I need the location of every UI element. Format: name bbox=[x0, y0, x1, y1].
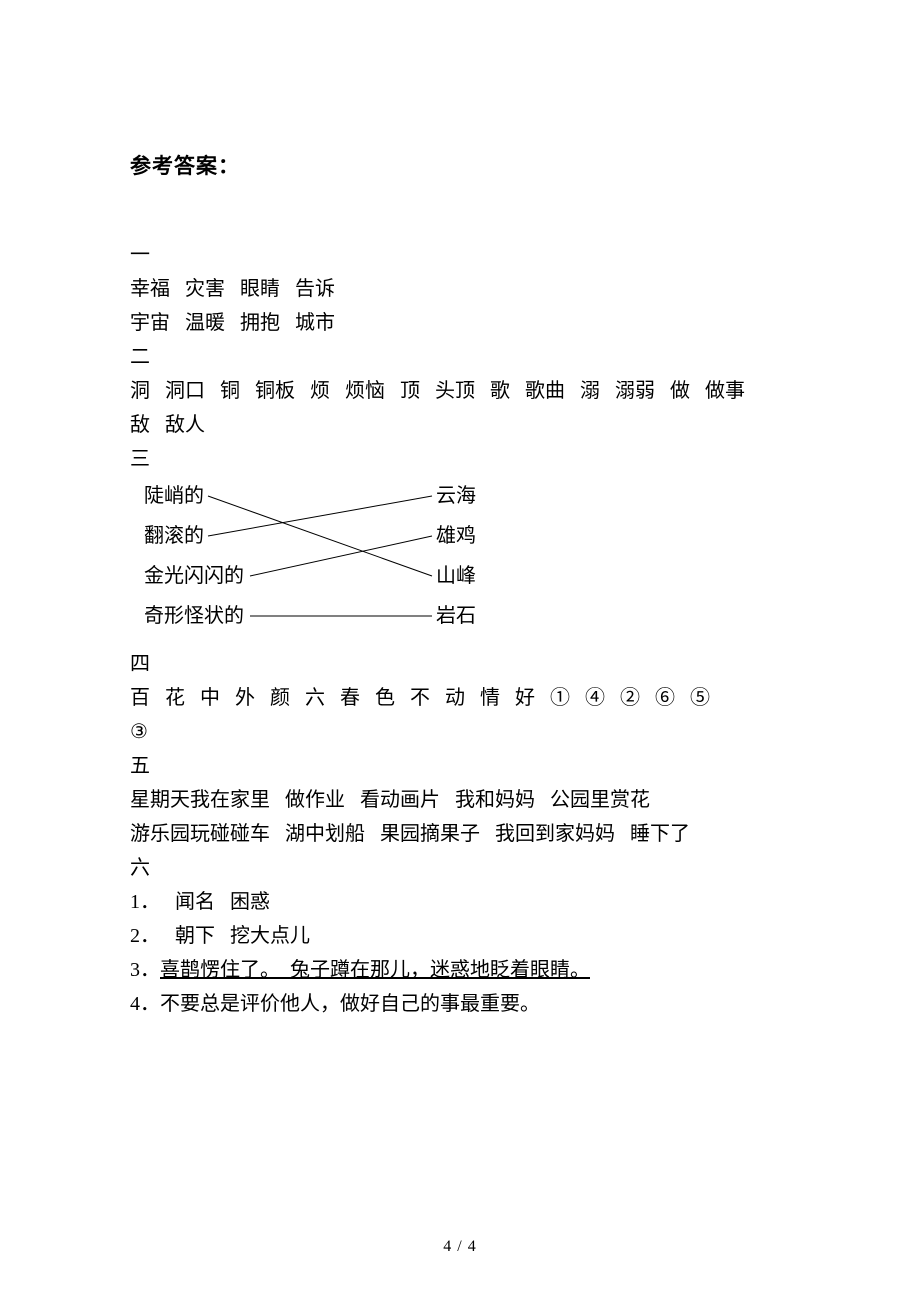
section-4-heading: 四 bbox=[130, 647, 800, 681]
section-6-item-4: 4．不要总是评价他人，做好自己的事最重要。 bbox=[130, 987, 800, 1021]
match-right-label: 山峰 bbox=[436, 564, 476, 587]
item-3-prefix: 3． bbox=[130, 959, 160, 981]
match-left-label: 金光闪闪的 bbox=[144, 564, 244, 587]
section-4-line-2: ③ bbox=[130, 715, 800, 749]
match-edge bbox=[208, 496, 432, 576]
section-5-heading: 五 bbox=[130, 749, 800, 783]
item-3-underlined: 喜鹊愣住了。 兔子蹲在那儿，迷惑地眨着眼睛。 bbox=[160, 959, 590, 981]
match-right-label: 云海 bbox=[436, 484, 476, 507]
match-left-label: 翻滚的 bbox=[144, 524, 204, 547]
section-1-heading: 一 bbox=[130, 238, 800, 272]
page-title: 参考答案： bbox=[130, 150, 800, 180]
section-6-heading: 六 bbox=[130, 851, 800, 885]
match-edge bbox=[208, 496, 432, 536]
match-left-label: 陡峭的 bbox=[144, 484, 204, 507]
section-5-line-1: 星期天我在家里 做作业 看动画片 我和妈妈 公园里赏花 bbox=[130, 783, 800, 817]
section-2-line-1: 洞 洞口 铜 铜板 烦 烦恼 顶 头顶 歌 歌曲 溺 溺弱 做 做事 bbox=[130, 374, 800, 408]
section-5-line-2: 游乐园玩碰碰车 湖中划船 果园摘果子 我回到家妈妈 睡下了 bbox=[130, 817, 800, 851]
answer-key-page: 参考答案： 一 幸福 灾害 眼睛 告诉 宇宙 温暖 拥抱 城市 二 洞 洞口 铜… bbox=[0, 0, 920, 1302]
section-6-item-1: 1． 闻名 困惑 bbox=[130, 885, 800, 919]
section-4-line-1: 百 花 中 外 颜 六 春 色 不 动 情 好 ① ④ ② ⑥ ⑤ bbox=[130, 681, 800, 715]
page-number: 4 / 4 bbox=[0, 1238, 920, 1256]
match-right-label: 雄鸡 bbox=[436, 524, 476, 547]
match-right-label: 岩石 bbox=[436, 604, 476, 627]
section-2-heading: 二 bbox=[130, 340, 800, 374]
section-3-heading: 三 bbox=[130, 442, 800, 476]
section-2-line-2: 敌 敌人 bbox=[130, 408, 800, 442]
section-6-item-2: 2． 朝下 挖大点儿 bbox=[130, 919, 800, 953]
match-left-label: 奇形怪状的 bbox=[144, 604, 244, 627]
section-6-item-3: 3．喜鹊愣住了。 兔子蹲在那儿，迷惑地眨着眼睛。 bbox=[130, 953, 800, 987]
section-1-line-1: 幸福 灾害 眼睛 告诉 bbox=[130, 272, 800, 306]
section-1-line-2: 宇宙 温暖 拥抱 城市 bbox=[130, 306, 800, 340]
matching-diagram: 陡峭的翻滚的金光闪闪的奇形怪状的 云海雄鸡山峰岩石 bbox=[126, 478, 800, 645]
match-edge bbox=[250, 536, 432, 576]
